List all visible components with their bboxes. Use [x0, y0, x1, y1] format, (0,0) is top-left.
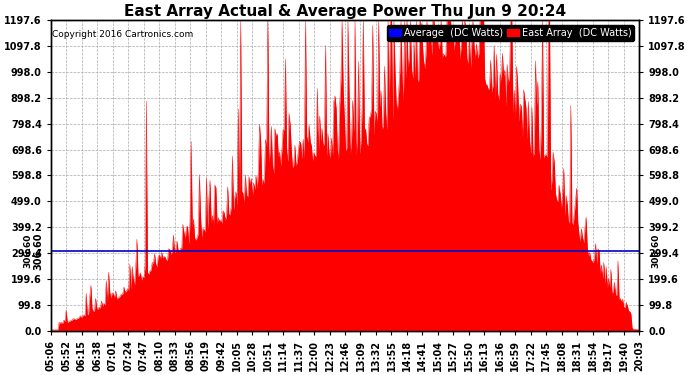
Text: 306.60: 306.60: [33, 232, 43, 270]
Text: 306.60: 306.60: [651, 234, 660, 268]
Text: 306.60: 306.60: [23, 234, 32, 268]
Legend: Average  (DC Watts), East Array  (DC Watts): Average (DC Watts), East Array (DC Watts…: [386, 25, 634, 41]
Text: Copyright 2016 Cartronics.com: Copyright 2016 Cartronics.com: [52, 30, 193, 39]
Title: East Array Actual & Average Power Thu Jun 9 20:24: East Array Actual & Average Power Thu Ju…: [124, 4, 566, 19]
